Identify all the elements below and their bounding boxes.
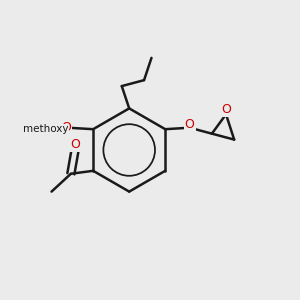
Text: O: O <box>185 118 194 131</box>
Text: methoxy: methoxy <box>23 124 68 134</box>
Text: O: O <box>61 121 71 134</box>
Text: O: O <box>221 103 231 116</box>
Text: O: O <box>70 138 80 151</box>
Text: methoxy: methoxy <box>42 129 48 130</box>
